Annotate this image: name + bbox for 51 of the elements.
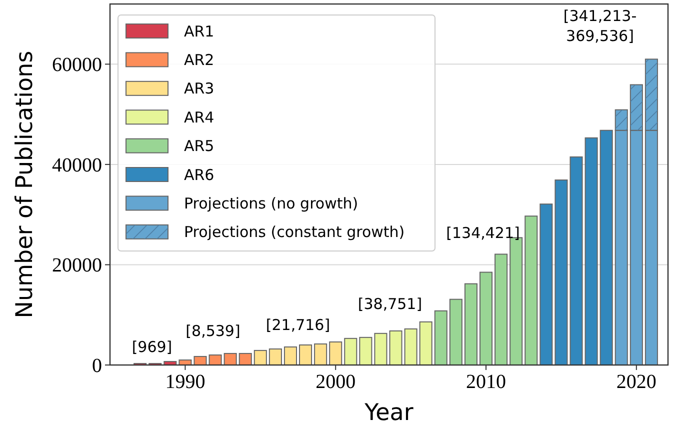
x-tick-label: 1990 bbox=[165, 371, 206, 393]
annotation: [134,421] bbox=[446, 224, 520, 242]
bar bbox=[374, 332, 388, 366]
annotation: [8,539] bbox=[186, 322, 240, 340]
y-tick-label: 60000 bbox=[52, 54, 102, 76]
legend-label: AR4 bbox=[184, 108, 214, 126]
legend-label: AR2 bbox=[184, 50, 214, 69]
bar bbox=[449, 298, 462, 366]
x-tick-label: 2010 bbox=[466, 371, 506, 393]
bar bbox=[419, 321, 432, 366]
legend-label: AR3 bbox=[184, 80, 214, 98]
bar bbox=[524, 216, 538, 366]
bar bbox=[299, 344, 312, 366]
bar bbox=[344, 338, 358, 366]
bar bbox=[570, 156, 583, 366]
bar bbox=[224, 352, 237, 366]
bar bbox=[540, 204, 553, 366]
bar bbox=[404, 328, 418, 366]
legend-label: Projections (constant growth) bbox=[184, 223, 405, 242]
bar bbox=[389, 330, 402, 366]
bar bbox=[284, 346, 297, 366]
legend-label: AR5 bbox=[184, 137, 214, 156]
x-tick-label: 2020 bbox=[616, 371, 656, 393]
x-axis-title: Year bbox=[364, 400, 414, 426]
bar bbox=[584, 137, 598, 366]
bar bbox=[464, 283, 478, 366]
annotation: [341,213- 369,536] bbox=[563, 7, 637, 45]
legend-label: AR6 bbox=[184, 166, 214, 184]
bar bbox=[494, 254, 508, 366]
bar bbox=[554, 179, 568, 366]
bar bbox=[329, 341, 342, 366]
annotation: [38,751] bbox=[358, 295, 422, 313]
y-tick-label: 0 bbox=[92, 355, 102, 377]
bar bbox=[268, 348, 282, 366]
bar bbox=[600, 130, 613, 366]
annotation: [969] bbox=[132, 338, 172, 356]
legend-label: AR1 bbox=[184, 22, 214, 40]
bar bbox=[254, 350, 267, 366]
bar bbox=[359, 336, 372, 366]
bar bbox=[238, 352, 252, 366]
bar bbox=[314, 343, 328, 366]
y-axis-title: Number of Publications bbox=[12, 50, 38, 318]
annotation: [21,716] bbox=[266, 316, 330, 334]
bar bbox=[208, 354, 222, 366]
x-tick-label: 2000 bbox=[316, 371, 356, 393]
y-tick-label: 40000 bbox=[52, 154, 102, 176]
legend-label: Projections (no growth) bbox=[184, 194, 358, 212]
y-tick-label: 20000 bbox=[52, 254, 102, 277]
bar bbox=[479, 272, 493, 366]
bar bbox=[194, 356, 207, 366]
bar bbox=[434, 310, 448, 366]
